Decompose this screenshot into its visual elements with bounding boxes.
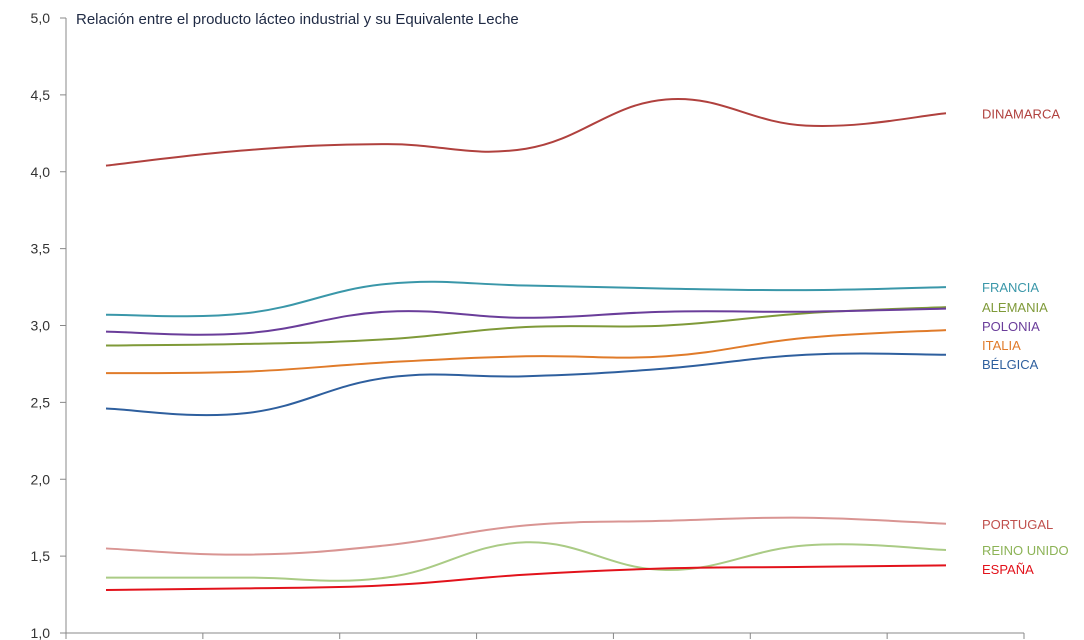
y-tick-label: 3,0 [31, 318, 51, 334]
series-line-portugal [105, 516, 947, 556]
y-tick-label: 1,5 [31, 548, 51, 564]
chart-subtitle: Relación entre el producto lácteo indust… [76, 11, 519, 28]
series-label: PORTUGAL [982, 517, 1053, 532]
series-label: ALEMANIA [982, 300, 1048, 315]
y-tick-label: 4,5 [31, 87, 51, 103]
y-tick-label: 2,0 [31, 471, 51, 487]
series-line-reino-unido [105, 541, 947, 582]
series-line-españa [105, 564, 947, 591]
y-tick-label: 2,5 [31, 394, 51, 410]
y-axis-ticks: 1,0 1,5 2,0 2,5 3,0 3,5 4,0 4,5 5,0 [31, 10, 66, 640]
y-tick-label: 3,5 [31, 241, 51, 257]
series-label: ITALIA [982, 338, 1021, 353]
series-label: REINO UNIDO [982, 543, 1069, 558]
series-label: FRANCIA [982, 280, 1039, 295]
series-label: DINAMARCA [982, 106, 1060, 121]
x-axis-ticks [65, 633, 1025, 639]
y-tick-label: 1,0 [31, 625, 51, 640]
series-line-polonia [105, 307, 947, 336]
series-label: BÉLGICA [982, 357, 1039, 372]
series-label: POLONIA [982, 319, 1040, 334]
series-line-bélgica [105, 352, 947, 417]
series-labels: DINAMARCA FRANCIA ALEMANIA POLONIA ITALIA BÉL… [982, 106, 1069, 577]
series-lines [105, 97, 947, 591]
y-tick-label: 5,0 [31, 10, 51, 26]
series-line-italia [105, 329, 947, 375]
series-line-dinamarca [105, 97, 947, 167]
series-line-francia [105, 280, 947, 318]
series-label: ESPAÑA [982, 562, 1034, 577]
series-line-alemania [105, 306, 947, 347]
y-tick-label: 4,0 [31, 164, 51, 180]
